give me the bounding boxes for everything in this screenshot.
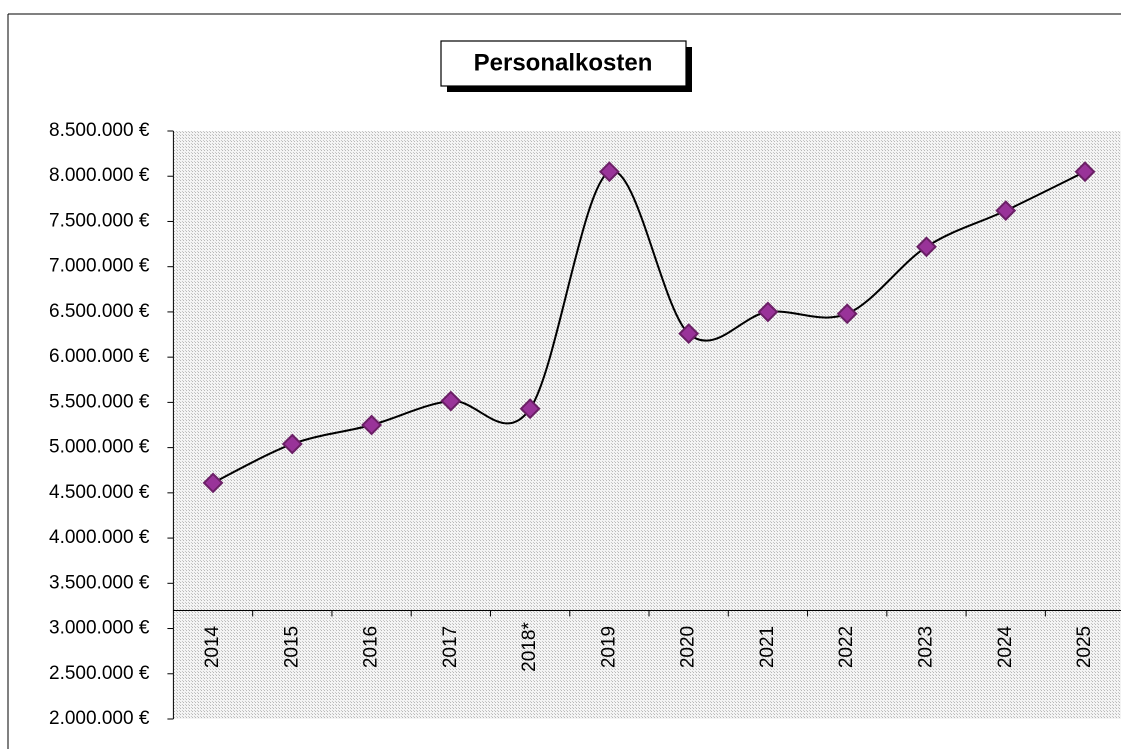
marker (995, 200, 1017, 222)
y-tick-label: 3.000.000 € (49, 618, 150, 639)
y-tick-label: 5.000.000 € (49, 437, 150, 458)
marker (678, 323, 700, 345)
x-tick-label: 2017 (440, 626, 461, 668)
x-tick-label: 2019 (598, 626, 619, 668)
y-tick-label: 2.500.000 € (49, 663, 150, 684)
plot-area (173, 131, 1121, 719)
y-tick-label: 6.500.000 € (49, 301, 150, 322)
x-tick-label: 2023 (915, 626, 936, 668)
y-tick-label: 6.000.000 € (49, 346, 150, 367)
marker (519, 398, 541, 420)
x-tick-label: 2025 (1074, 626, 1095, 668)
marker (757, 301, 779, 323)
y-tick-label: 2.000.000 € (49, 708, 150, 729)
x-tick-label: 2021 (757, 626, 778, 668)
title-box (440, 40, 687, 87)
y-tick-label: 7.000.000 € (49, 256, 150, 277)
marker (1074, 161, 1096, 183)
x-tick-label: 2022 (836, 626, 857, 668)
y-tick-label: 3.500.000 € (49, 572, 150, 593)
y-tick-label: 8.500.000 € (49, 120, 150, 141)
marker (598, 161, 620, 183)
marker (361, 414, 382, 436)
marker (281, 433, 303, 455)
x-tick-label: 2024 (995, 625, 1016, 668)
marker (916, 236, 937, 258)
y-tick-label: 8.000.000 € (49, 165, 150, 186)
y-tick-label: 5.500.000 € (49, 391, 150, 412)
y-tick-label: 4.000.000 € (49, 527, 150, 548)
marker (440, 390, 462, 412)
x-tick-label: 2015 (281, 626, 302, 668)
x-tick-label: 2018* (519, 622, 540, 672)
y-tick-label: 7.500.000 € (49, 210, 150, 231)
marker (202, 472, 224, 494)
marker (836, 303, 858, 325)
y-tick-label: 4.500.000 € (49, 482, 150, 503)
x-tick-label: 2014 (202, 625, 223, 668)
x-tick-label: 2016 (361, 626, 382, 668)
x-tick-label: 2020 (678, 626, 699, 668)
chart-title: Personalkosten (474, 49, 653, 76)
